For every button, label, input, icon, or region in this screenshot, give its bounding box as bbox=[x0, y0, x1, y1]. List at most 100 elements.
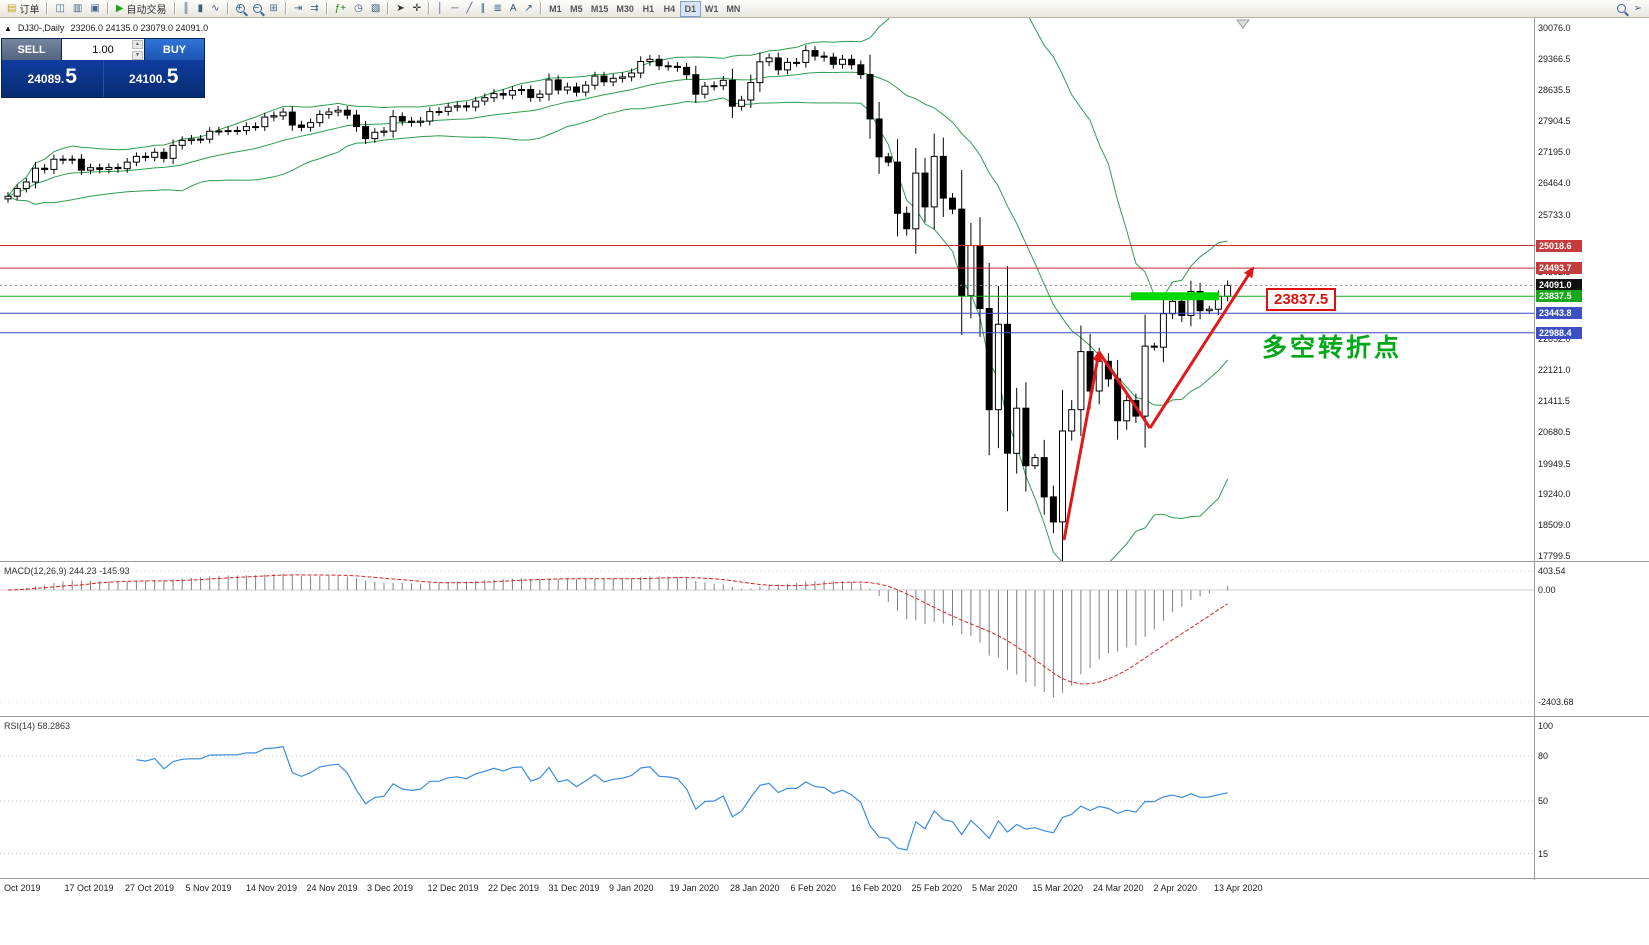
panel-separator[interactable] bbox=[0, 561, 1649, 563]
date-axis-label: 16 Feb 2020 bbox=[851, 883, 902, 893]
toolbar-separator bbox=[173, 2, 176, 15]
timeframe-m5-button[interactable]: M5 bbox=[566, 1, 587, 17]
timeframe-m15-button[interactable]: M15 bbox=[587, 1, 613, 17]
candles bbox=[4, 45, 1232, 561]
toolbar-separator bbox=[106, 2, 109, 15]
auto-trading-label: 自动交易 bbox=[126, 5, 167, 16]
level-callout-label[interactable]: 23837.5 bbox=[1266, 288, 1337, 311]
macd-axis-label: -2403.68 bbox=[1538, 697, 1574, 707]
auto-scroll-button[interactable]: ⇉ bbox=[306, 1, 322, 17]
chart-shift-button[interactable]: ⇥ bbox=[290, 1, 306, 17]
draw-trendline-icon: ╱ bbox=[466, 2, 473, 14]
rsi-line bbox=[136, 745, 1228, 851]
sell-price[interactable]: 24089. 5 bbox=[2, 60, 103, 97]
panel-separator[interactable] bbox=[0, 716, 1649, 718]
indicators-list-button[interactable]: ƒ+ bbox=[331, 1, 350, 17]
cursor-tool-button[interactable]: ➤ bbox=[392, 1, 408, 17]
chart-shift-marker[interactable] bbox=[1236, 19, 1250, 29]
trend-arrow-3[interactable] bbox=[1148, 266, 1255, 429]
draw-fibonacci-button[interactable]: ≣ bbox=[489, 1, 505, 17]
indicators-list-icon: ƒ+ bbox=[334, 2, 347, 14]
trend-arrows bbox=[1062, 266, 1255, 541]
timeframe-m1-button[interactable]: M1 bbox=[545, 1, 566, 17]
axis-vertical-separator bbox=[1534, 18, 1535, 880]
zoom-out-icon: − bbox=[252, 3, 262, 13]
main-chart-canvas[interactable] bbox=[0, 18, 1534, 561]
macd-label: MACD(12,26,9) 244.23 -145.93 bbox=[4, 566, 130, 576]
auto-trading-icon: ▶ bbox=[115, 2, 124, 14]
one-click-toggle-icon[interactable]: ▲ bbox=[4, 23, 12, 33]
price-axis-tick: 17799.5 bbox=[1538, 551, 1571, 561]
rsi-panel bbox=[0, 718, 1534, 878]
draw-vertical-line-button[interactable]: │ bbox=[433, 1, 447, 17]
timeframe-d1-button[interactable]: D1 bbox=[679, 0, 701, 17]
new-order-button[interactable]: ▤ 订单 bbox=[3, 1, 43, 17]
turning-point-annotation[interactable]: 多空转折点 bbox=[1262, 334, 1403, 362]
chart-windows-button[interactable]: ◫ bbox=[51, 1, 68, 17]
data-window-button[interactable]: ▣ bbox=[86, 1, 103, 17]
sell-button[interactable]: SELL bbox=[2, 39, 62, 60]
templates-button[interactable]: ▧ bbox=[367, 1, 384, 17]
bollinger-middle bbox=[7, 71, 1228, 406]
date-axis: Oct 2019 17 Oct 2019 27 Oct 2019 5 Nov 2019… bbox=[0, 880, 1560, 897]
draw-channel-button[interactable]: ∥ bbox=[476, 1, 489, 17]
volume-decrease-button[interactable]: ▼ bbox=[132, 50, 143, 60]
trend-arrow-1[interactable] bbox=[1062, 350, 1103, 541]
date-axis-label: 6 Feb 2020 bbox=[790, 883, 837, 893]
volume-field[interactable]: 1.00 ▲ ▼ bbox=[62, 39, 144, 60]
toolbar-separator bbox=[226, 2, 229, 15]
price-axis-tick: 22121.0 bbox=[1538, 365, 1571, 375]
buy-price-big-digit: 5 bbox=[166, 65, 179, 88]
date-axis-label: 5 Mar 2020 bbox=[972, 883, 1018, 893]
date-axis-label: 27 Oct 2019 bbox=[125, 883, 175, 893]
draw-text-button[interactable]: A bbox=[506, 1, 521, 17]
quick-nav-button[interactable]: ➢ bbox=[1630, 1, 1646, 17]
timeframe-w1-button[interactable]: W1 bbox=[701, 1, 723, 17]
draw-horizontal-line-button[interactable]: ─ bbox=[447, 1, 462, 17]
line-chart-type-button[interactable]: ∿ bbox=[207, 1, 223, 17]
draw-trendline-button[interactable]: ╱ bbox=[462, 1, 476, 17]
bar-chart-type-button[interactable]: ║ bbox=[179, 1, 194, 17]
timeframe-h4-button[interactable]: H4 bbox=[659, 1, 680, 17]
trend-arrow-2[interactable] bbox=[1097, 351, 1152, 429]
search-button[interactable] bbox=[1613, 1, 1630, 17]
period-selector-icon: ◷ bbox=[354, 2, 363, 14]
panel-separator[interactable] bbox=[0, 878, 1649, 880]
toolbar-separator bbox=[428, 2, 431, 15]
macd-canvas[interactable] bbox=[0, 563, 1534, 716]
timeframe-mn-button[interactable]: MN bbox=[722, 1, 744, 17]
rsi-canvas[interactable] bbox=[0, 718, 1534, 878]
auto-scroll-icon: ⇉ bbox=[310, 2, 319, 14]
buy-button[interactable]: BUY bbox=[144, 39, 204, 60]
period-selector-button[interactable]: ◷ bbox=[350, 1, 367, 17]
draw-horizontal-line-icon: ─ bbox=[451, 2, 459, 14]
macd-signal-line bbox=[7, 574, 1228, 685]
draw-arrows-button[interactable]: ↗ bbox=[521, 1, 537, 17]
buy-price[interactable]: 24100. 5 bbox=[102, 60, 205, 97]
zoom-out-button[interactable]: − bbox=[249, 1, 266, 17]
profiles-button[interactable]: ▥ bbox=[69, 1, 86, 17]
price-tag-current-price: 24091.0 bbox=[1536, 279, 1582, 291]
price-axis-tick: 26464.0 bbox=[1538, 178, 1571, 188]
new-order-icon: ▤ bbox=[7, 2, 17, 14]
date-axis-label: 22 Dec 2019 bbox=[488, 883, 540, 893]
candlestick-chart-type-button[interactable]: ▮ bbox=[194, 1, 208, 17]
timeframe-h1-button[interactable]: H1 bbox=[638, 1, 659, 17]
cursor-tool-icon: ➤ bbox=[396, 2, 405, 14]
timeframe-m30-button[interactable]: M30 bbox=[612, 1, 638, 17]
zoom-in-icon: + bbox=[235, 3, 245, 13]
tile-windows-button[interactable]: ⊞ bbox=[266, 1, 282, 17]
crosshair-tool-button[interactable]: ✛ bbox=[409, 1, 425, 17]
price-tag-resistance: 24493.7 bbox=[1536, 262, 1582, 274]
auto-trading-button[interactable]: ▶ 自动交易 bbox=[112, 1, 171, 17]
chart-header: ▲ DJ30-,Daily 23206.0 24135.0 23079.0 24… bbox=[4, 23, 208, 33]
zoom-in-button[interactable]: + bbox=[232, 1, 249, 17]
date-axis-label: 15 Mar 2020 bbox=[1032, 883, 1084, 893]
date-axis-label: 19 Jan 2020 bbox=[669, 883, 720, 893]
rsi-axis-label: 100 bbox=[1538, 721, 1554, 731]
volume-increase-button[interactable]: ▲ bbox=[132, 39, 143, 49]
highlight-segment[interactable] bbox=[1131, 292, 1219, 301]
date-axis-label: 13 Apr 2020 bbox=[1214, 883, 1263, 893]
price-axis-tick: 29366.5 bbox=[1538, 54, 1571, 64]
search-icon bbox=[1616, 4, 1626, 13]
